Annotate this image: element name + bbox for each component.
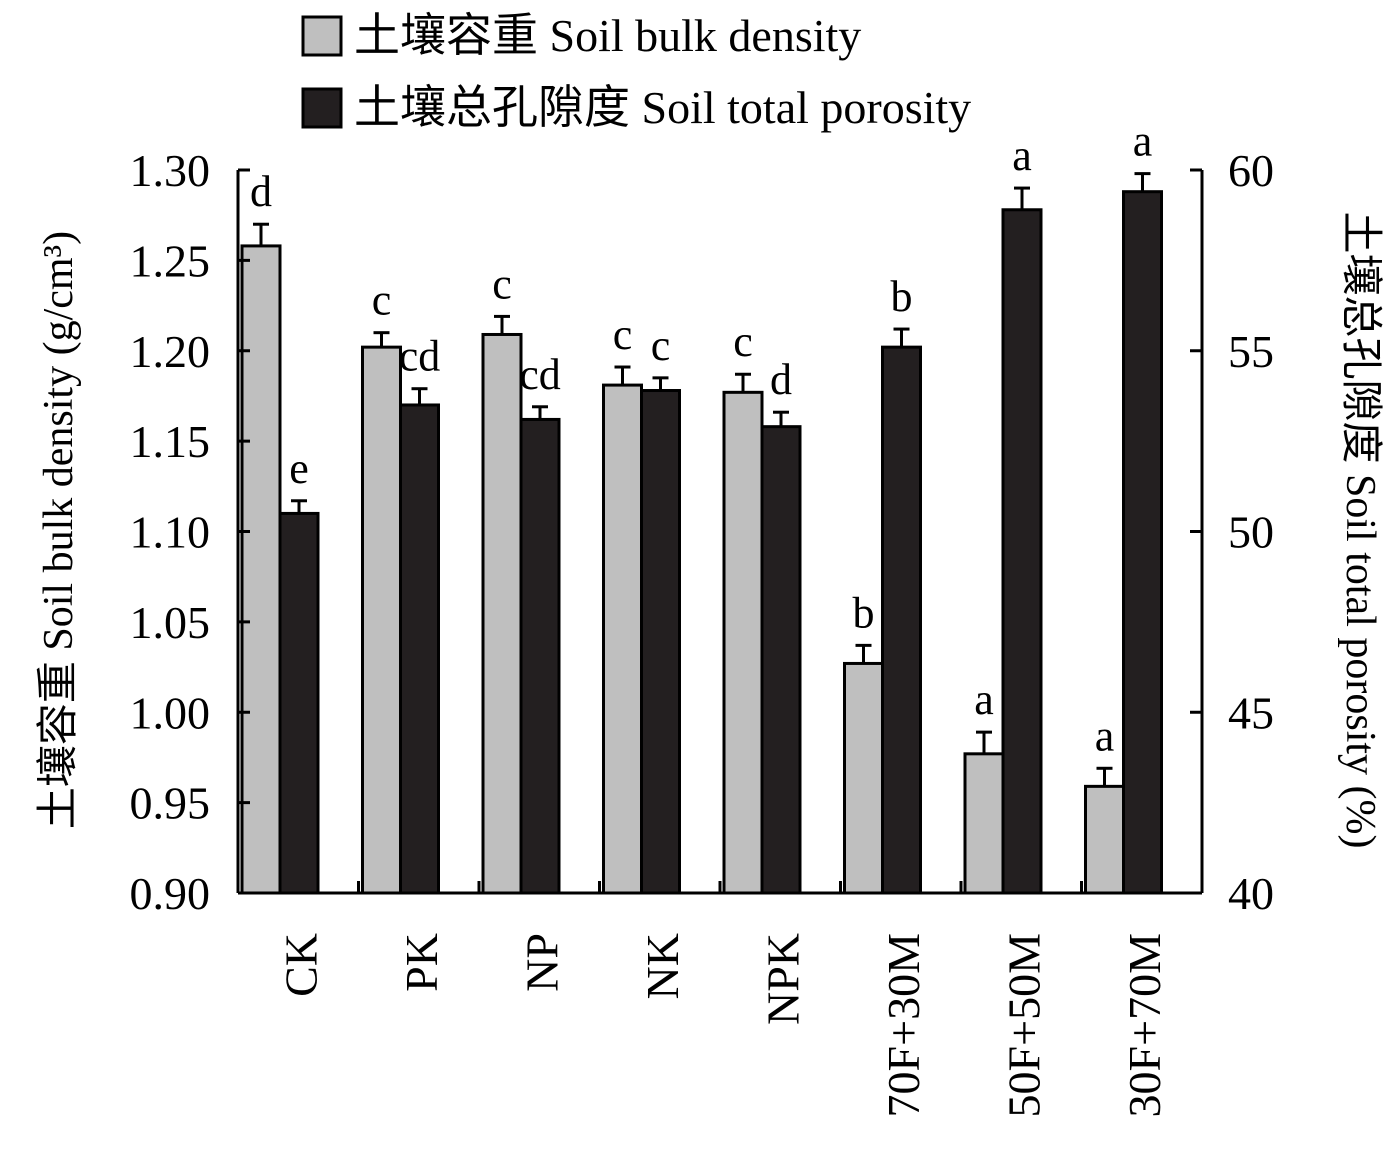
right-tick-label: 60 [1228, 145, 1274, 196]
axes-layer: 0.90 0.95 1.00 1.05 1.10 1.15 1.20 1.25 1.30 40 45… [130, 145, 1275, 1117]
bar-bulk-density-pk [361, 345, 402, 895]
bar-bulk-density-ck [240, 244, 282, 895]
bar-bulk-density-np [481, 332, 523, 895]
category-label: CK [275, 933, 326, 997]
bar-total-porosity-50f-50m [1001, 208, 1043, 895]
bar-bulk-density-nk [602, 383, 643, 895]
bar-total-porosity-ck [278, 511, 320, 895]
bar-bulk-density-70f-30m [843, 661, 884, 895]
significance-label-bulk-density-npk: c [733, 317, 753, 366]
category-label: PK [396, 933, 447, 992]
right-tick-label: 45 [1228, 687, 1274, 738]
bar-total-porosity-np [519, 417, 561, 895]
left-tick-label: 1.05 [130, 597, 211, 648]
left-axis-title: 土壤容重 Soil bulk density (g/cm³) [35, 231, 82, 829]
left-tick-label: 0.90 [130, 868, 211, 919]
bar-total-porosity-pk [399, 403, 440, 895]
bar-bulk-density-30f-70m [1084, 784, 1125, 895]
legend: 土壤容重 Soil bulk density 土壤总孔隙度 Soil total… [301, 10, 971, 133]
category-label: 50F+50M [998, 933, 1049, 1117]
left-tick-label: 1.10 [130, 507, 211, 558]
left-tick-label: 0.95 [130, 778, 211, 829]
significance-label-total-porosity-pk: cd [399, 332, 441, 381]
category-label: NK [637, 933, 688, 999]
right-tick-label: 50 [1228, 507, 1274, 558]
significance-label-total-porosity-npk: d [770, 355, 792, 404]
significance-label-bulk-density-np: c [492, 259, 512, 308]
legend-label-total-porosity: 土壤总孔隙度 Soil total porosity [354, 82, 971, 133]
left-tick-label: 1.25 [130, 235, 211, 286]
significance-label-bulk-density-pk: c [372, 276, 392, 325]
significance-label-bulk-density-50f-50m: a [974, 675, 994, 724]
right-tick-label: 55 [1228, 326, 1274, 377]
bar-bulk-density-npk [722, 390, 764, 895]
legend-swatch-total-porosity [301, 87, 343, 129]
significance-label-total-porosity-70f-30m: b [891, 272, 913, 321]
significance-label-bulk-density-30f-70m: a [1095, 711, 1115, 760]
right-tick-label: 40 [1228, 868, 1274, 919]
significance-label-total-porosity-50f-50m: a [1012, 131, 1032, 180]
category-label: NP [516, 933, 567, 992]
significance-label-bulk-density-ck: d [250, 167, 272, 216]
significance-label-total-porosity-30f-70m: a [1133, 117, 1153, 166]
significance-label-total-porosity-np: cd [519, 350, 561, 399]
right-axis-title: 土壤总孔隙度 Soil total porosity (%) [1337, 212, 1384, 849]
category-label: NPK [757, 933, 808, 1025]
left-tick-label: 1.20 [130, 326, 211, 377]
category-label: 30F+70M [1119, 933, 1170, 1117]
significance-label-total-porosity-nk: c [651, 321, 671, 370]
bar-total-porosity-nk [640, 389, 681, 895]
bar-total-porosity-30f-70m [1122, 190, 1163, 895]
significance-label-bulk-density-nk: c [613, 310, 633, 359]
left-tick-label: 1.00 [130, 687, 211, 738]
bar-bulk-density-50f-50m [963, 752, 1005, 895]
bar-total-porosity-70f-30m [881, 345, 922, 895]
left-tick-label: 1.15 [130, 416, 211, 467]
left-tick-label: 1.30 [130, 145, 211, 196]
significance-label-bulk-density-70f-30m: b [853, 588, 875, 637]
significance-label-total-porosity-ck: e [289, 444, 309, 493]
legend-swatch-bulk-density [301, 15, 343, 57]
legend-label-bulk-density: 土壤容重 Soil bulk density [354, 10, 861, 61]
bar-total-porosity-npk [760, 425, 802, 895]
category-label: 70F+30M [878, 933, 929, 1117]
